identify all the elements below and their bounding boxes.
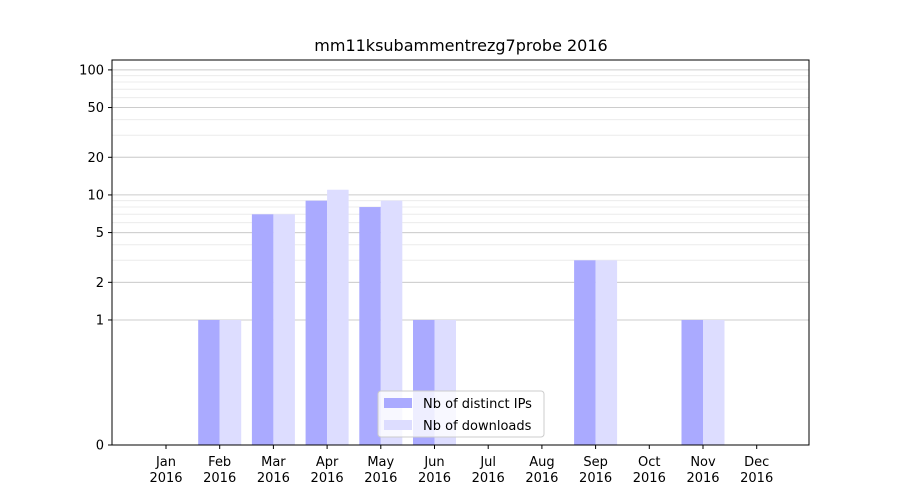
legend: Nb of distinct IPs Nb of downloads <box>377 390 545 438</box>
y-tick-label: 5 <box>96 226 104 241</box>
y-tick-label: 20 <box>87 151 104 166</box>
bar-downloads <box>380 200 403 445</box>
plot-frame <box>111 59 810 446</box>
bar-downloads <box>219 319 242 445</box>
bar-downloads <box>595 260 618 445</box>
chart-title: mm11ksubammentrezg7probe 2016 <box>314 36 607 55</box>
bar-downloads <box>703 319 725 445</box>
y-tick-label: 50 <box>87 101 104 116</box>
bar-distinct-ips <box>574 260 596 445</box>
x-tick-label: Apr 2016 <box>311 455 344 486</box>
bar-distinct-ips <box>251 214 274 445</box>
y-tick-label: 100 <box>79 63 104 78</box>
bar-distinct-ips <box>681 319 703 445</box>
x-axis-ticks: Jan 2016 Feb 2016 Mar 2016 Apr 2016 May 2016 Jun 20… <box>149 445 773 486</box>
x-tick-label: Sep 2016 <box>579 455 612 486</box>
y-tick-label: 1 <box>96 313 104 328</box>
bar-distinct-ips <box>305 200 328 445</box>
x-tick-label: Nov 2016 <box>686 455 719 486</box>
y-tick-label: 0 <box>96 439 104 454</box>
bar-distinct-ips <box>359 207 381 445</box>
x-tick-label: Aug 2016 <box>525 455 558 486</box>
bar-distinct-ips <box>198 319 220 445</box>
x-tick-label: Jul 2016 <box>472 455 505 486</box>
bar-downloads <box>273 214 295 445</box>
legend-label: Nb of distinct IPs <box>423 397 532 412</box>
axes <box>111 59 810 446</box>
x-tick-label: Jan 2016 <box>149 455 182 486</box>
bar-downloads <box>327 189 349 445</box>
x-tick-label: Dec 2016 <box>740 455 773 486</box>
y-tick-label: 10 <box>87 188 104 203</box>
x-tick-label: Mar 2016 <box>257 455 290 486</box>
x-tick-label: May 2016 <box>364 455 397 486</box>
legend-label: Nb of downloads <box>423 419 532 434</box>
x-tick-label: Feb 2016 <box>203 455 236 486</box>
legend-swatch <box>384 398 412 408</box>
legend-swatch <box>384 420 412 430</box>
grid <box>112 69 809 446</box>
legend-box <box>377 390 545 438</box>
y-tick-label: 2 <box>96 276 104 291</box>
x-tick-label: Jun 2016 <box>418 455 451 486</box>
x-tick-label: Oct 2016 <box>633 455 666 486</box>
bars <box>198 189 725 445</box>
y-axis-ticks: 0 1 2 5 10 20 50 100 <box>79 63 112 454</box>
